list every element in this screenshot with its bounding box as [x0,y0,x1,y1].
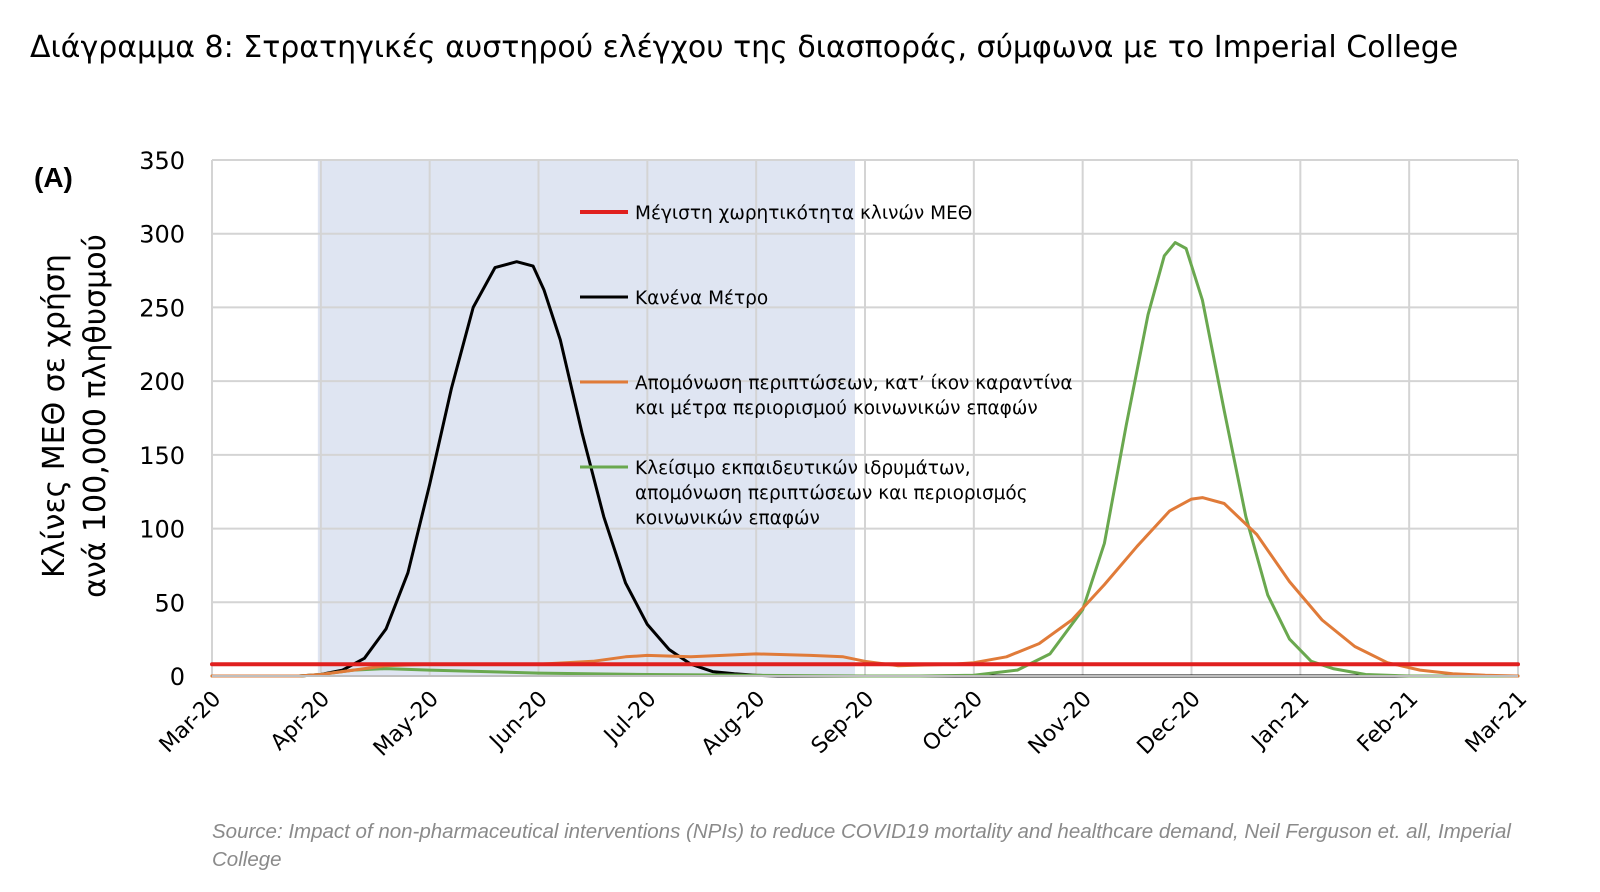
x-tick-label: Nov-20 [1024,687,1097,760]
legend-label: Κανένα Μέτρο [635,288,768,309]
y-axis-label: Κλίνες ΜΕΘ σε χρήση ανά 100,000 πληθυσμού [37,234,113,598]
y-tick-label: 250 [139,294,185,322]
y-tick-label: 200 [139,368,185,396]
legend-label: απομόνωση περιπτώσεων και περιορισμός [635,483,1028,504]
y-axis-label-line: Κλίνες ΜΕΘ σε χρήση [37,254,72,578]
shaded-period [317,160,855,676]
x-tick-label: Sep-20 [807,687,879,759]
series-line [210,241,1520,678]
x-tick-label: Jul-20 [598,687,661,750]
panel-label: (A) [34,162,73,193]
series-layer [210,241,1520,678]
legend-label: και μέτρα περιορισμού κοινωνικών επαφών [635,398,1038,419]
x-tick-label: Feb-21 [1353,687,1424,758]
y-tick-label: 150 [139,442,185,470]
x-tick-label: Mar-21 [1461,687,1532,758]
x-tick-label: Aug-20 [697,687,770,760]
source-note: Source: Impact of non-pharmaceutical int… [212,820,1511,871]
y-tick-label: 50 [154,589,185,617]
legend-label: κοινωνικών επαφών [635,508,820,529]
y-tick-label: 100 [139,516,185,544]
y-tick-label: 0 [170,663,185,691]
legend: Μέγιστη χωρητικότητα κλινών ΜΕΘ Κανένα Μέ… [580,203,1073,529]
x-tick-label: Mar-20 [155,687,226,758]
y-axis-label-line: ανά 100,000 πληθυσμού [78,234,113,598]
x-tick-label: Jan-21 [1246,687,1314,755]
y-tick-label: 350 [139,147,185,175]
page-title: Διάγραμμα 8: Στρατηγικές αυστηρού ελέγχο… [30,30,1459,65]
x-tick-label: Oct-20 [918,687,988,757]
x-tick-label: Jun-20 [484,687,553,756]
x-tick-label: May-20 [369,687,444,762]
grid [211,159,1519,676]
legend-label: Απομόνωση περιπτώσεων, κατ’ ίκον καραντί… [635,373,1073,394]
series-line [210,260,1520,678]
x-tick-label: Dec-20 [1133,687,1206,760]
legend-label: Μέγιστη χωρητικότητα κλινών ΜΕΘ [635,203,972,224]
x-tick-label: Apr-20 [266,687,335,756]
y-tick-label: 300 [139,221,185,249]
legend-label: Κλείσιμο εκπαιδευτικών ιδρυμάτων, [635,458,971,479]
